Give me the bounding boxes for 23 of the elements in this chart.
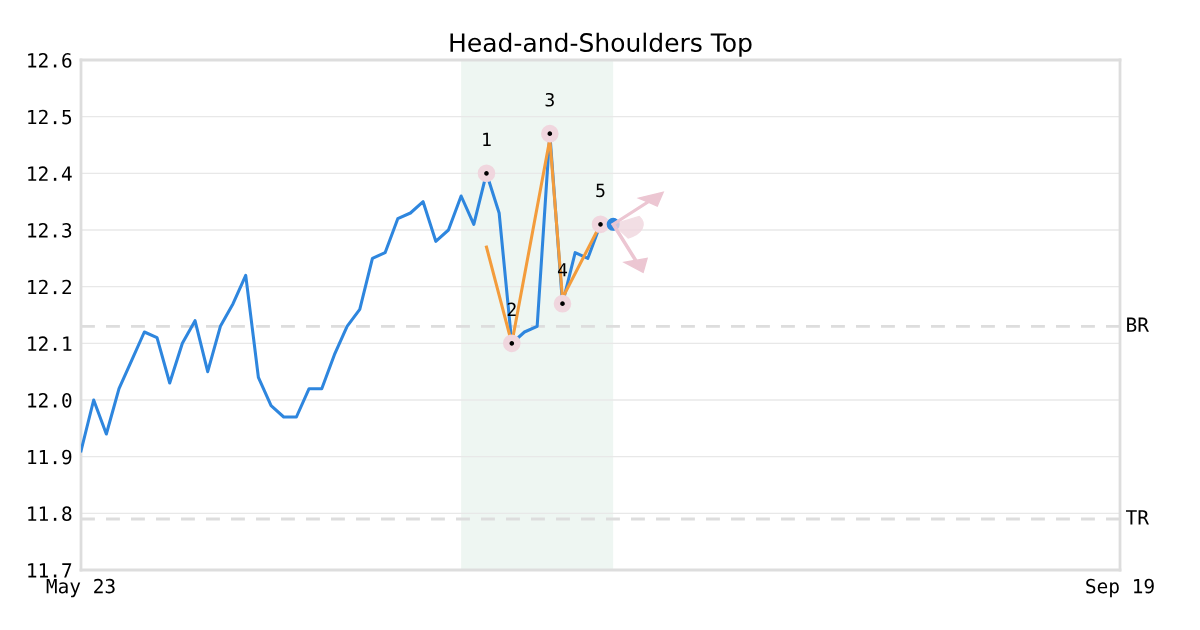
x-tick-label: May 23: [46, 578, 115, 598]
annotation: 3: [545, 92, 554, 107]
y-tick-label: 12.4: [28, 166, 72, 181]
point: [477, 164, 496, 183]
point: [553, 294, 572, 313]
y-tick-label: 12.3: [28, 223, 72, 238]
ref-line-label: BR: [1127, 317, 1149, 332]
y-tick-label: 11.9: [28, 449, 72, 465]
y-tick-label: 12.1: [28, 336, 72, 351]
y-tick-label: 11.7: [28, 563, 72, 578]
y-tick-label: 12.0: [28, 393, 72, 408]
ref-line-label: TR: [1126, 510, 1149, 525]
annotation: 1: [483, 132, 491, 146]
point: [541, 124, 559, 143]
y-tick-label: 12.5: [28, 109, 72, 125]
annotation: 5: [596, 183, 605, 198]
y-tick-label: 12.6: [28, 53, 72, 68]
x-tick-label: Sep 19: [1086, 578, 1154, 598]
y-tick-label: 12.2: [28, 279, 72, 295]
point: [502, 334, 521, 353]
y-tick-label: 11.8: [28, 506, 72, 522]
chart-title: Head-and-Shoulders Top: [450, 32, 752, 57]
point: [591, 215, 610, 234]
